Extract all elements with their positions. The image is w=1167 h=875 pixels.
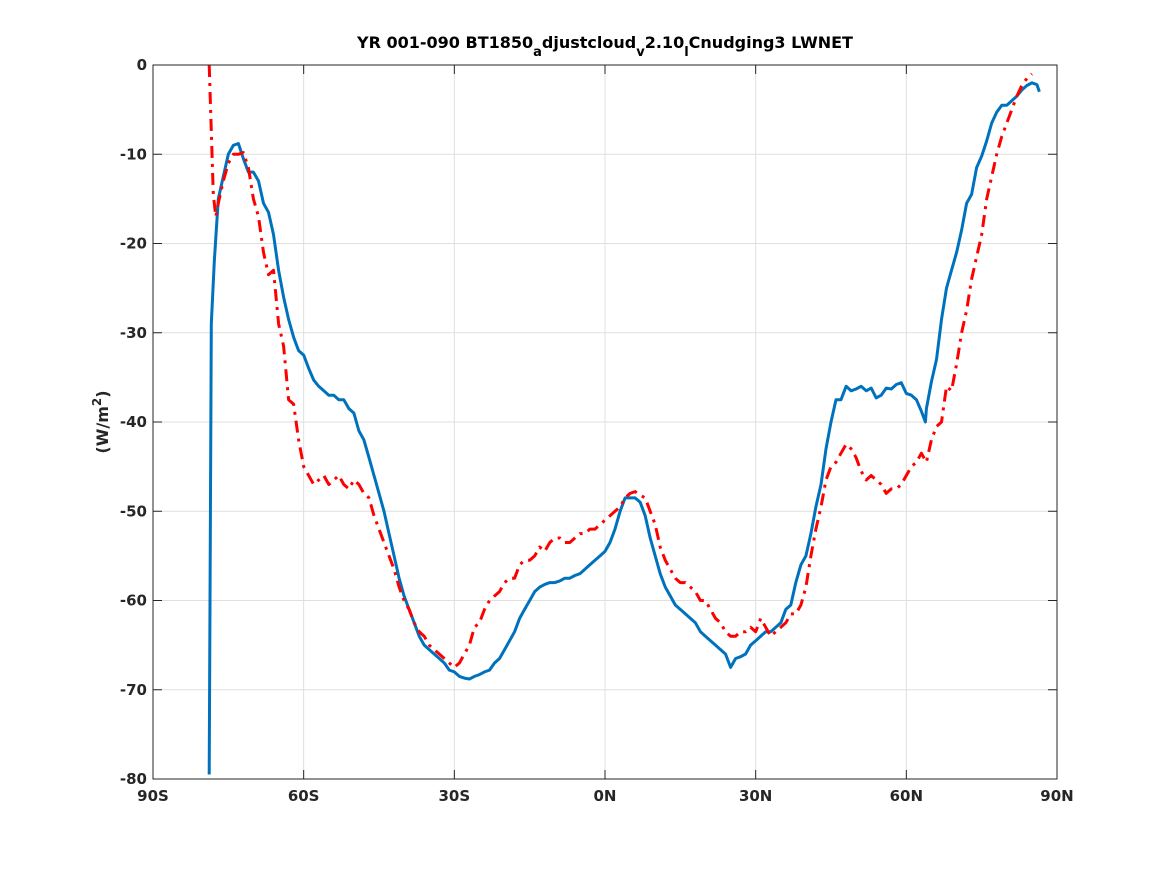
x-tick-label: 90N (1040, 787, 1073, 805)
y-tick-label: -60 (120, 592, 147, 610)
title-part-2: djustcloud (542, 33, 636, 52)
data-series (207, 64, 1041, 775)
x-tick-label: 90S (137, 787, 169, 805)
series-line-2 (207, 64, 1033, 669)
y-tick-label: -40 (120, 413, 147, 431)
y-tick-label: -10 (120, 145, 147, 163)
y-tick-label: -20 (120, 235, 147, 253)
x-tick-label: 60N (890, 787, 923, 805)
y-tick-label: -30 (120, 324, 147, 342)
x-tick-label: 30N (739, 787, 772, 805)
y-tick-labels: 0 -10 -20 -30 -40 -50 -60 -70 -80 (120, 56, 147, 788)
x-tick-label: 30S (438, 787, 470, 805)
chart-title: YR 001-090 BT1850adjustcloudv2.10lCnudgi… (356, 33, 853, 60)
y-axis-label-close: ) (93, 390, 112, 397)
y-tick-label: -50 (120, 502, 147, 520)
series-line-1 (207, 81, 1041, 775)
y-tick-label: -80 (120, 770, 147, 788)
title-part-3: 2.10 (645, 33, 684, 52)
x-tick-labels: 90S 60S 30S 0N 30N 60N 90N (137, 787, 1074, 805)
title-part-1: YR 001-090 BT1850 (356, 33, 533, 52)
tick-marks (152, 64, 1058, 780)
x-tick-label: 60S (288, 787, 320, 805)
title-subscript-3: l (684, 45, 688, 60)
x-tick-label: 0N (594, 787, 617, 805)
title-subscript-2: v (636, 45, 645, 60)
y-axis-label-superscript: 2 (90, 398, 104, 406)
y-tick-label: 0 (137, 56, 147, 74)
y-axis-label-main: (W/m (93, 406, 112, 453)
y-tick-label: -70 (120, 681, 147, 699)
y-axis-label: (W/m2) (90, 390, 112, 453)
title-part-4: Cnudging3 LWNET (689, 33, 853, 52)
title-subscript-1: a (533, 45, 542, 60)
